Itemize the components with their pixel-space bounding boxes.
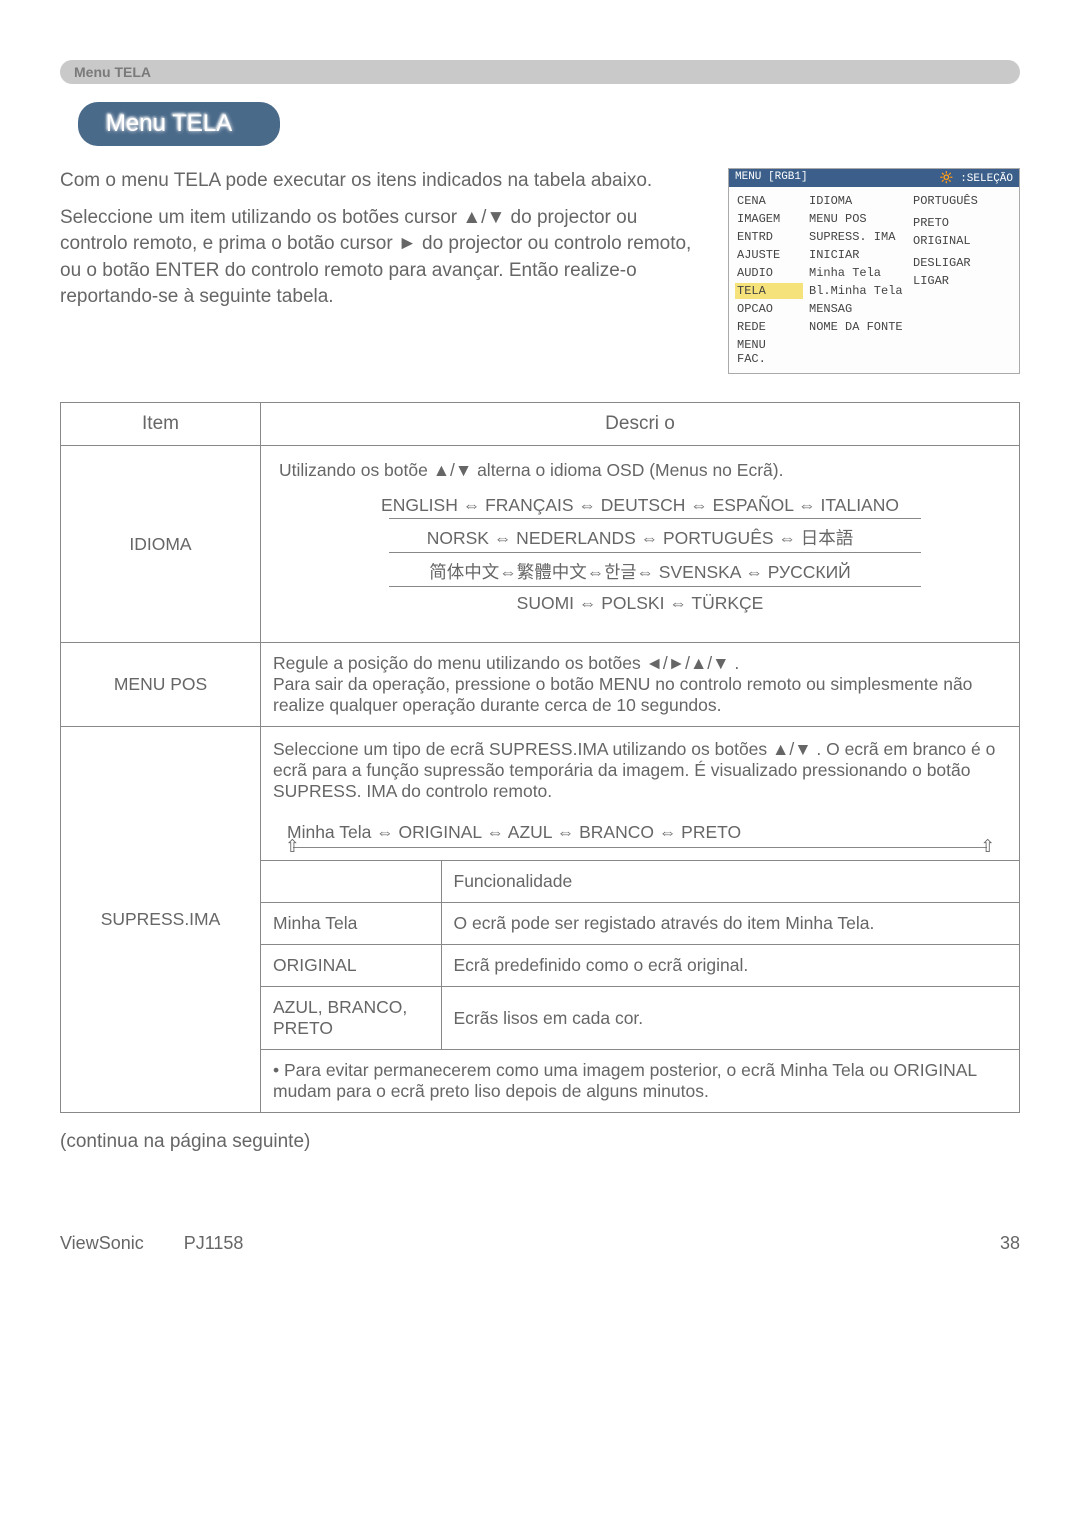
- intro-text: Com o menu TELA pode executar os itens i…: [60, 168, 708, 374]
- osd-right-item: [913, 211, 1013, 213]
- row-menupos-desc: Regule a posição do menu utilizando os b…: [261, 643, 1020, 727]
- main-table: Item Descri o IDIOMA Utilizando os botõe…: [60, 402, 1020, 1113]
- osd-right-item: LIGAR: [913, 273, 1013, 289]
- lang-line-4: SUOMI ⇔ POLSKI ⇔ TÜRKÇE: [517, 593, 764, 613]
- inner-row-desc: O ecrã pode ser registado através do ite…: [441, 903, 1019, 945]
- osd-right-item: [913, 251, 1013, 253]
- footer-page-number: 38: [1000, 1233, 1020, 1254]
- supress-sequence: Minha Tela ⇔ ORIGINAL ⇔ AZUL ⇔ BRANCO ⇔ …: [287, 822, 741, 842]
- row-idioma-desc: Utilizando os botõe ▲/▼ alterna o idioma…: [261, 446, 1020, 643]
- osd-menu-bar-left: MENU [RGB1]: [735, 171, 808, 185]
- osd-mid-item: INICIAR: [809, 247, 907, 263]
- osd-mid-item: Bl.Minha Tela: [809, 283, 907, 299]
- intro-paragraph-2: Seleccione um item utilizando os botões …: [60, 205, 708, 311]
- osd-menu-left-col: CENA IMAGEM ENTRD AJUSTE AUDIO TELA OPCA…: [735, 193, 803, 367]
- osd-right-item: PRETO: [913, 215, 1013, 231]
- osd-menu-mid-col: IDIOMA MENU POS SUPRESS. IMA INICIAR Min…: [809, 193, 907, 367]
- osd-menu-bar-right: 🔆 :SELEÇÃO: [940, 171, 1013, 185]
- supress-inner-table-cell: Funcionalidade Minha Tela O ecrã pode se…: [261, 861, 1020, 1050]
- osd-left-item: CENA: [735, 193, 803, 209]
- supress-intro: Seleccione um tipo de ecrã SUPRESS.IMA u…: [273, 739, 1007, 802]
- osd-mid-item: NOME DA FONTE: [809, 319, 907, 335]
- osd-left-item: OPCAO: [735, 301, 803, 317]
- continue-note: (continua na página seguinte): [60, 1131, 1020, 1153]
- table-header-desc: Descri o: [261, 403, 1020, 446]
- page-footer: ViewSonic PJ1158 38: [60, 1233, 1020, 1254]
- osd-left-item: AJUSTE: [735, 247, 803, 263]
- page-title: Menu TELA: [106, 110, 232, 137]
- osd-menu-screenshot: MENU [RGB1] 🔆 :SELEÇÃO CENA IMAGEM ENTRD…: [728, 168, 1020, 374]
- row-menupos-name: MENU POS: [61, 643, 261, 727]
- lang-line-1: ENGLISH ⇔ FRANÇAIS ⇔ DEUTSCH ⇔ ESPAÑOL ⇔…: [381, 495, 899, 515]
- osd-right-item: [913, 291, 1013, 293]
- osd-mid-item: Minha Tela: [809, 265, 907, 281]
- osd-mid-item: IDIOMA: [809, 193, 907, 209]
- section-pill-label: Menu TELA: [74, 64, 151, 80]
- osd-left-item: IMAGEM: [735, 211, 803, 227]
- osd-left-item: REDE: [735, 319, 803, 335]
- osd-right-item: PORTUGUÊS: [913, 193, 1013, 209]
- osd-left-item: ENTRD: [735, 229, 803, 245]
- inner-row-desc: Ecrãs lisos em cada cor.: [441, 987, 1019, 1050]
- osd-right-item: DESLIGAR: [913, 255, 1013, 271]
- lang-line-3: 简体中文⇔繁體中文⇔한글⇔ SVENSKA ⇔ РУССКИЙ: [429, 562, 851, 582]
- osd-left-item: MENU FAC.: [735, 337, 803, 367]
- row-supress-name: SUPRESS.IMA: [61, 727, 261, 1113]
- table-header-item: Item: [61, 403, 261, 446]
- osd-menu-right-col: PORTUGUÊS PRETO ORIGINAL DESLIGAR LIGAR: [913, 193, 1013, 367]
- row-idioma-name: IDIOMA: [61, 446, 261, 643]
- osd-mid-item: MENU POS: [809, 211, 907, 227]
- osd-left-item: AUDIO: [735, 265, 803, 281]
- inner-row-name: ORIGINAL: [261, 945, 441, 987]
- intro-paragraph-1: Com o menu TELA pode executar os itens i…: [60, 168, 708, 195]
- inner-header-func: Funcionalidade: [441, 861, 1019, 903]
- inner-row-desc: Ecrã predefinido como o ecrã original.: [441, 945, 1019, 987]
- row-supress-top: Seleccione um tipo de ecrã SUPRESS.IMA u…: [261, 727, 1020, 861]
- supress-note: • Para evitar permanecerem como uma imag…: [261, 1050, 1020, 1113]
- idioma-intro: Utilizando os botõe ▲/▼ alterna o idioma…: [279, 460, 1001, 481]
- lang-line-2: NORSK ⇔ NEDERLANDS ⇔ PORTUGUÊS ⇔ 日本語: [427, 528, 854, 548]
- footer-brand: ViewSonic: [60, 1233, 144, 1253]
- footer-model: PJ1158: [184, 1233, 244, 1253]
- osd-mid-item: SUPRESS. IMA: [809, 229, 907, 245]
- osd-right-item: ORIGINAL: [913, 233, 1013, 249]
- inner-row-name: AZUL, BRANCO, PRETO: [261, 987, 441, 1050]
- title-pill: Menu TELA: [78, 102, 280, 146]
- osd-mid-item: MENSAG: [809, 301, 907, 317]
- section-pill: Menu TELA: [60, 60, 1020, 84]
- inner-row-name: Minha Tela: [261, 903, 441, 945]
- supress-inner-table: Funcionalidade Minha Tela O ecrã pode se…: [261, 861, 1019, 1049]
- osd-left-item-selected: TELA: [735, 283, 803, 299]
